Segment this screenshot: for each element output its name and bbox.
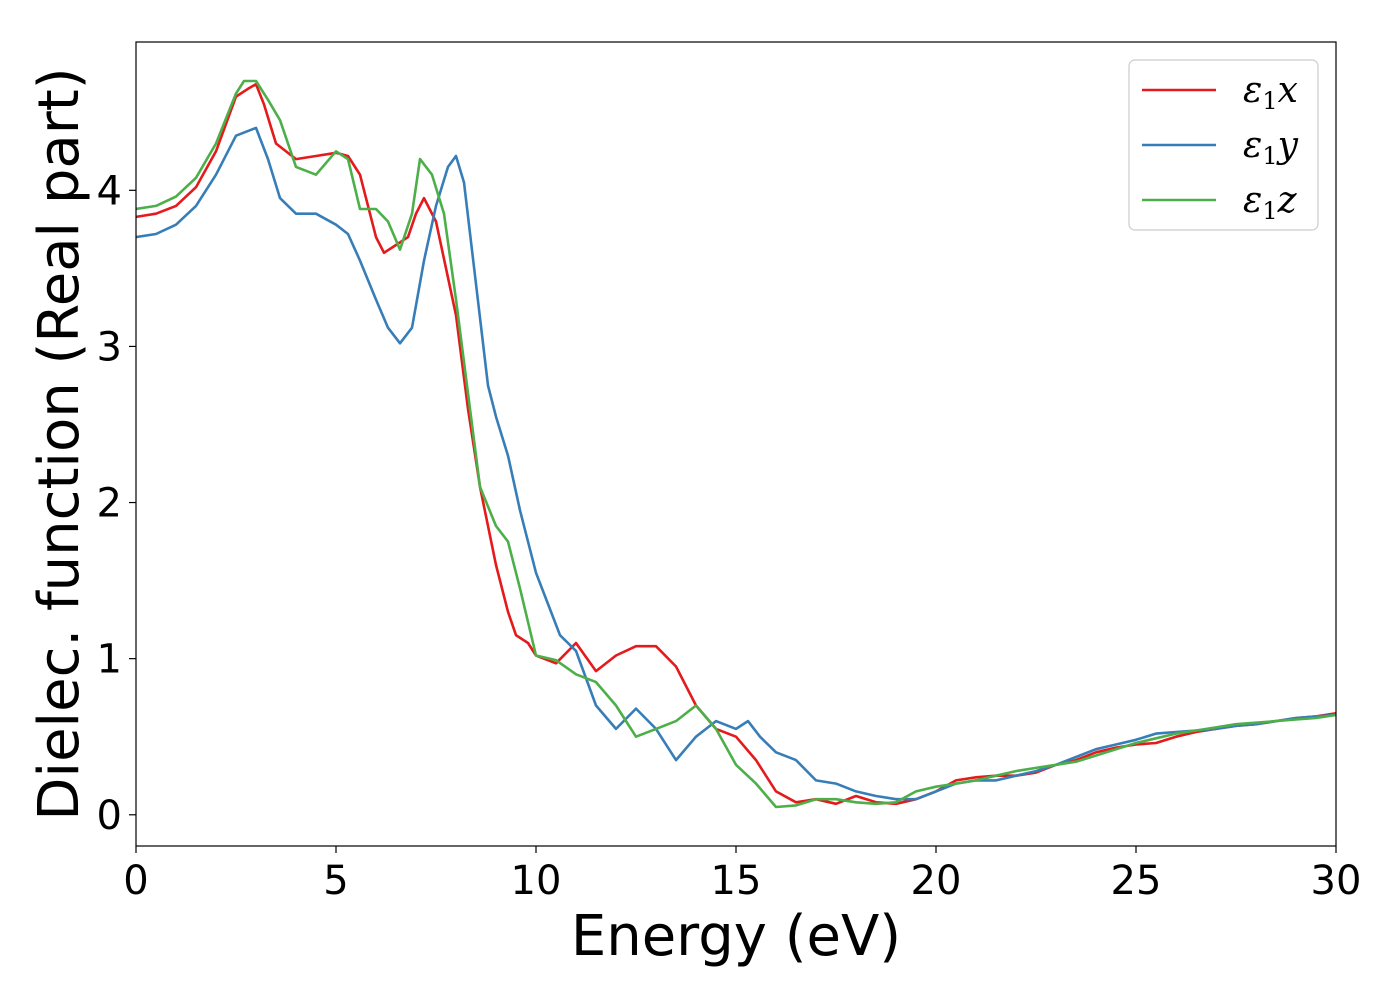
series-group (136, 79, 1336, 809)
x-axis: 0 5 10 15 20 25 30 (123, 846, 1361, 904)
y-axis: 0 1 2 3 4 (97, 168, 136, 839)
x-tick-label: 10 (511, 858, 562, 904)
x-tick-label: 30 (1311, 858, 1362, 904)
series-line-1 (136, 82, 1336, 806)
x-tick-label: 25 (1111, 858, 1162, 904)
series-line-3 (136, 79, 1336, 809)
legend-label: ε1y (1243, 125, 1299, 170)
y-tick-label: 3 (97, 324, 122, 370)
x-axis-title: Energy (eV) (571, 904, 901, 969)
x-tick-label: 20 (911, 858, 962, 904)
y-tick-label: 2 (97, 481, 122, 527)
x-tick-label: 0 (123, 858, 148, 904)
y-axis-title: Dielec. function (Real part) (27, 67, 92, 820)
y-tick-label: 1 (97, 637, 122, 683)
legend-label: ε1x (1243, 70, 1298, 115)
y-tick-label: 4 (97, 168, 122, 214)
legend-box (1128, 59, 1319, 231)
legend: ε1x ε1y ε1z (1128, 59, 1319, 231)
legend-label: ε1z (1243, 180, 1298, 225)
x-tick-label: 5 (323, 858, 348, 904)
x-tick-label: 15 (711, 858, 762, 904)
y-tick-label: 0 (97, 793, 122, 839)
